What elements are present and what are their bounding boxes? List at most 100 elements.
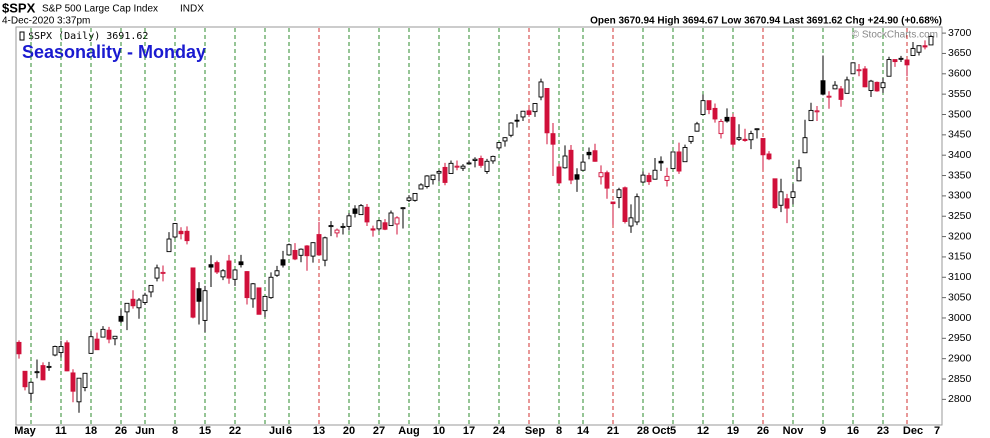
candle-body (88, 336, 94, 354)
candle-body (712, 107, 718, 120)
candle-body (916, 45, 922, 53)
x-tick-label: 23 (877, 425, 889, 437)
x-tick-label: 15 (199, 425, 211, 437)
candle-body (256, 287, 262, 315)
x-tick-label: 26 (115, 425, 127, 437)
candle-body (280, 259, 286, 266)
y-tick-label: 3650 (948, 47, 972, 59)
candle-body (496, 142, 502, 149)
candle-body (94, 338, 100, 351)
y-tick-label: 2800 (948, 393, 972, 405)
candle-body (382, 222, 388, 230)
candle-body (664, 175, 670, 181)
candle-body (364, 206, 370, 223)
candle-body (424, 175, 430, 187)
candle-body (148, 284, 154, 293)
x-tick-label: 12 (697, 425, 709, 437)
candle-body (412, 192, 418, 201)
candle-body (766, 153, 772, 160)
candle-body (214, 262, 220, 273)
candle-body (196, 288, 202, 302)
candle-body (52, 346, 58, 356)
candle-body (322, 237, 328, 261)
y-tick-label: 3550 (948, 88, 972, 100)
candle-body (202, 290, 208, 321)
candle-body (454, 165, 460, 168)
candle-body (730, 116, 736, 145)
y-tick-label: 3050 (948, 291, 972, 303)
x-tick-label: 5 (670, 425, 676, 437)
candle-body (388, 212, 394, 227)
candle-body (142, 294, 148, 303)
candle-body (28, 381, 34, 394)
candle-body (352, 208, 358, 214)
candle-body (34, 371, 40, 374)
y-tick-label: 2850 (948, 373, 972, 385)
x-tick-label: Aug (398, 425, 419, 437)
candle-body (220, 270, 226, 278)
candle-body (718, 120, 724, 135)
candle-body (862, 68, 868, 88)
y-tick-label: 3350 (948, 169, 972, 181)
x-tick-label: 16 (847, 425, 859, 437)
candle-body (580, 161, 586, 171)
candle-body (100, 328, 106, 338)
candle-body (466, 162, 472, 165)
y-tick-label: 3000 (948, 312, 972, 324)
candle-body (448, 162, 454, 174)
x-tick-label: 6 (286, 425, 292, 437)
y-tick-label: 3250 (948, 210, 972, 222)
candle-body (160, 271, 166, 274)
candle-body (124, 302, 130, 313)
candle-body (118, 315, 124, 322)
candle-body (70, 372, 76, 392)
candle-body (346, 215, 352, 227)
candle-body (328, 225, 334, 228)
candle-body (562, 155, 568, 169)
candle-body (172, 223, 178, 238)
y-tick-label: 3100 (948, 271, 972, 283)
x-tick-label: 26 (757, 425, 769, 437)
chart-title: Seasonality - Monday (22, 42, 206, 62)
candle-body (592, 150, 598, 162)
candle-body (688, 136, 694, 142)
legend: $SPX (Daily) 3691.62 (28, 31, 148, 42)
candle-body (286, 244, 292, 256)
candle-body (832, 84, 838, 90)
quote: Open 3670.94 High 3694.67 Low 3670.94 La… (590, 16, 942, 27)
y-tick-label: 3450 (948, 129, 972, 141)
candle-body (532, 103, 538, 113)
candle-body (904, 59, 910, 66)
candle-body (826, 95, 832, 98)
candle-body (808, 109, 814, 122)
candle-body (484, 160, 490, 172)
x-tick-label: 28 (637, 425, 649, 437)
candle-body (430, 174, 436, 181)
candle-body (604, 172, 610, 189)
candle-body (892, 59, 898, 63)
candle-body (262, 295, 268, 312)
candle-body (850, 62, 856, 75)
candle-body (46, 365, 52, 368)
x-tick-label: 22 (229, 425, 241, 437)
candle-body (838, 88, 844, 100)
candle-body (880, 82, 886, 89)
x-tick-label: 8 (172, 425, 178, 437)
candle-body (598, 172, 604, 178)
candle-body (754, 128, 760, 131)
symbol: $SPX (2, 0, 36, 15)
candle-body (928, 36, 934, 46)
candle-body (394, 217, 400, 225)
candle-body (268, 276, 274, 299)
candle-body (136, 299, 142, 309)
x-tick-label: 20 (343, 425, 355, 437)
candle-body (586, 151, 592, 156)
candle-body (184, 230, 190, 242)
candle-body (610, 201, 616, 205)
x-tick-label: May (14, 425, 36, 437)
candle-body (406, 197, 412, 201)
candle-body (790, 191, 796, 198)
candle-body (856, 69, 862, 72)
candle-body (652, 169, 658, 180)
